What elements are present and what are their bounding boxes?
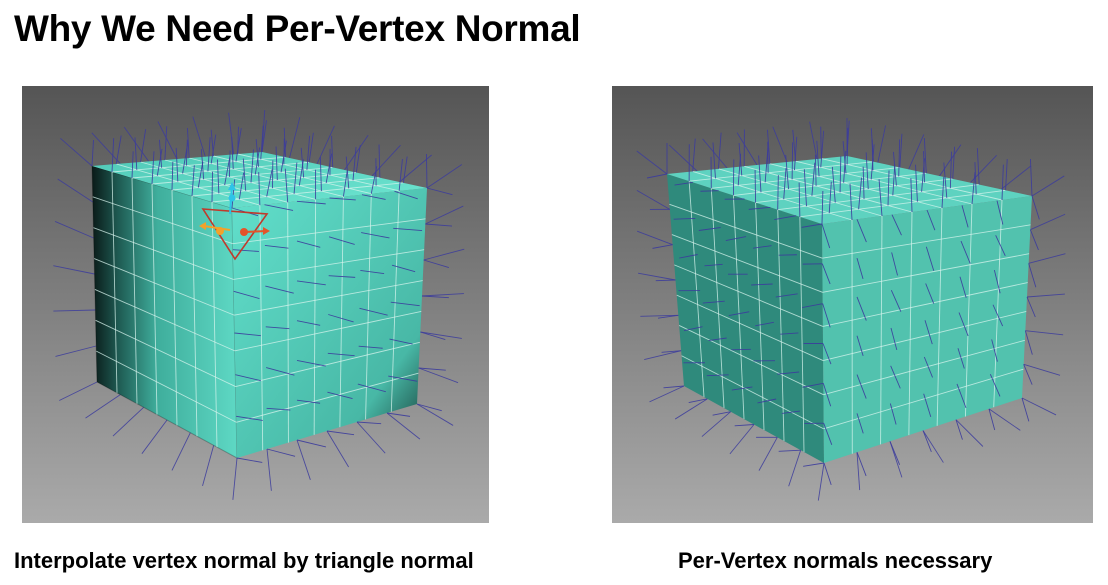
flat-shaded-cube <box>612 86 1093 523</box>
gizmo-left-arrow <box>199 222 206 230</box>
gizmo-left-axis <box>203 225 231 231</box>
cube-top-face <box>92 152 427 208</box>
smooth-shaded-cube <box>22 86 489 523</box>
transform-gizmo <box>199 182 270 261</box>
cube-top-face <box>667 156 1032 224</box>
outer-normal-lines <box>53 110 465 500</box>
right-face-normals <box>231 187 453 463</box>
top-face-normals <box>666 120 1033 225</box>
left-face-normals <box>646 173 825 467</box>
smooth-normals-viewport <box>22 86 489 523</box>
outer-normal-lines <box>636 118 1066 501</box>
caption-interpolated-normals: Interpolate vertex normal by triangle no… <box>14 548 474 573</box>
cube-left-face <box>667 174 824 463</box>
per-vertex-normals-viewport <box>612 86 1093 523</box>
gizmo-right-handle <box>240 228 248 236</box>
gizmo-up-handle <box>228 194 236 202</box>
gizmo-right-axis <box>244 230 267 233</box>
cube-right-face <box>232 188 427 458</box>
left-face-grid <box>92 171 237 448</box>
right-face-normals <box>821 195 1040 485</box>
right-face-grid <box>232 190 426 451</box>
caption-per-vertex-normals: Per-Vertex normals necessary <box>678 548 993 573</box>
gizmo-up-arrow <box>228 182 236 190</box>
top-face-normals <box>91 120 428 209</box>
left-face-grid <box>669 181 824 453</box>
gizmo-left-handle <box>216 227 224 235</box>
gizmo-right-arrow <box>263 227 270 235</box>
slide-title: Why We Need Per-Vertex Normal <box>14 8 581 49</box>
right-face-grid <box>822 199 1031 454</box>
